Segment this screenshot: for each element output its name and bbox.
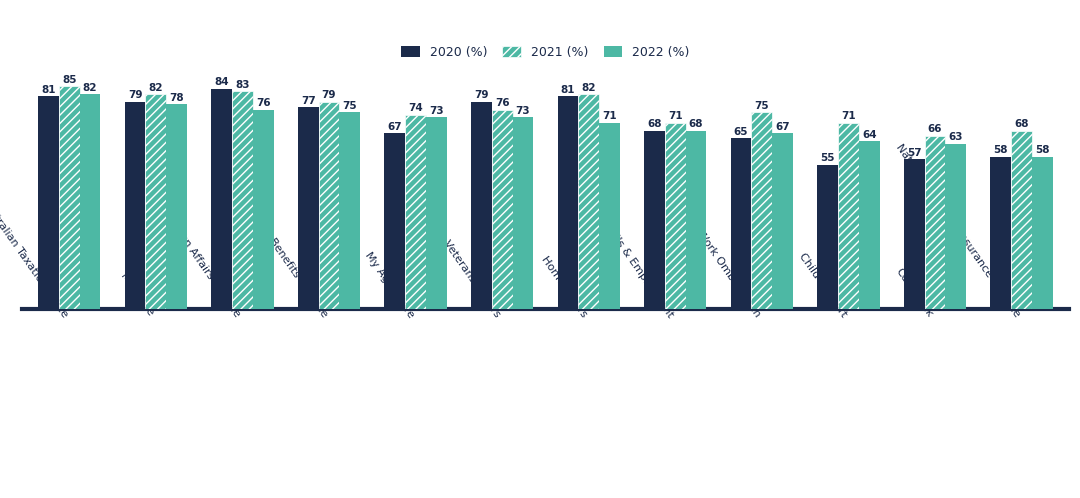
Legend: 2020 (%), 2021 (%), 2022 (%): 2020 (%), 2021 (%), 2022 (%) bbox=[396, 41, 694, 64]
Text: 84: 84 bbox=[214, 77, 229, 87]
Text: 73: 73 bbox=[429, 106, 444, 116]
Bar bbox=[904, 159, 924, 309]
Text: 82: 82 bbox=[83, 83, 97, 93]
Bar bbox=[772, 133, 793, 309]
Bar bbox=[731, 138, 752, 309]
Text: 71: 71 bbox=[667, 112, 683, 122]
Text: 79: 79 bbox=[474, 90, 488, 101]
Bar bbox=[471, 102, 491, 309]
Text: 58: 58 bbox=[1035, 145, 1050, 155]
Bar bbox=[990, 157, 1011, 309]
Text: 76: 76 bbox=[495, 98, 510, 108]
Text: 81: 81 bbox=[561, 85, 576, 95]
Text: 79: 79 bbox=[127, 90, 143, 101]
Text: 76: 76 bbox=[256, 98, 270, 108]
Bar bbox=[513, 118, 534, 309]
Bar bbox=[339, 112, 360, 309]
Bar bbox=[924, 136, 945, 309]
Bar bbox=[491, 110, 513, 309]
Bar bbox=[426, 118, 447, 309]
Text: 78: 78 bbox=[170, 93, 184, 103]
Text: 82: 82 bbox=[581, 83, 596, 93]
Bar bbox=[80, 94, 100, 309]
Bar bbox=[599, 123, 620, 309]
Bar bbox=[298, 107, 319, 309]
Bar bbox=[232, 91, 253, 309]
Bar bbox=[945, 143, 967, 309]
Text: 71: 71 bbox=[841, 112, 855, 122]
Bar bbox=[644, 130, 665, 309]
Text: 85: 85 bbox=[62, 75, 77, 85]
Text: 66: 66 bbox=[928, 124, 942, 134]
Bar bbox=[58, 86, 80, 309]
Bar bbox=[752, 112, 772, 309]
Text: 75: 75 bbox=[755, 101, 769, 111]
Bar bbox=[319, 102, 339, 309]
Bar bbox=[1011, 130, 1032, 309]
Bar bbox=[384, 133, 405, 309]
Text: 68: 68 bbox=[689, 119, 703, 129]
Bar bbox=[166, 104, 187, 309]
Text: 82: 82 bbox=[149, 83, 163, 93]
Bar bbox=[557, 97, 578, 309]
Text: 74: 74 bbox=[408, 104, 423, 114]
Text: 65: 65 bbox=[733, 127, 748, 137]
Bar bbox=[1032, 157, 1053, 309]
Text: 83: 83 bbox=[235, 80, 249, 90]
Text: 67: 67 bbox=[388, 122, 402, 132]
Bar bbox=[212, 89, 232, 309]
Text: 79: 79 bbox=[322, 90, 336, 101]
Text: 55: 55 bbox=[821, 153, 835, 163]
Text: 68: 68 bbox=[1014, 119, 1029, 129]
Text: 67: 67 bbox=[775, 122, 789, 132]
Bar bbox=[38, 97, 58, 309]
Bar bbox=[859, 141, 879, 309]
Text: 77: 77 bbox=[301, 96, 315, 106]
Bar bbox=[665, 123, 686, 309]
Bar bbox=[818, 165, 838, 309]
Text: 73: 73 bbox=[515, 106, 530, 116]
Bar bbox=[253, 110, 273, 309]
Text: 63: 63 bbox=[948, 132, 963, 142]
Text: 81: 81 bbox=[41, 85, 56, 95]
Bar bbox=[838, 123, 859, 309]
Bar bbox=[146, 94, 166, 309]
Bar bbox=[686, 130, 706, 309]
Text: 58: 58 bbox=[994, 145, 1008, 155]
Bar bbox=[124, 102, 146, 309]
Text: 71: 71 bbox=[603, 112, 617, 122]
Text: 64: 64 bbox=[862, 129, 877, 140]
Text: 68: 68 bbox=[647, 119, 662, 129]
Bar bbox=[578, 94, 599, 309]
Text: 57: 57 bbox=[907, 148, 921, 158]
Bar bbox=[405, 115, 426, 309]
Text: 75: 75 bbox=[342, 101, 357, 111]
